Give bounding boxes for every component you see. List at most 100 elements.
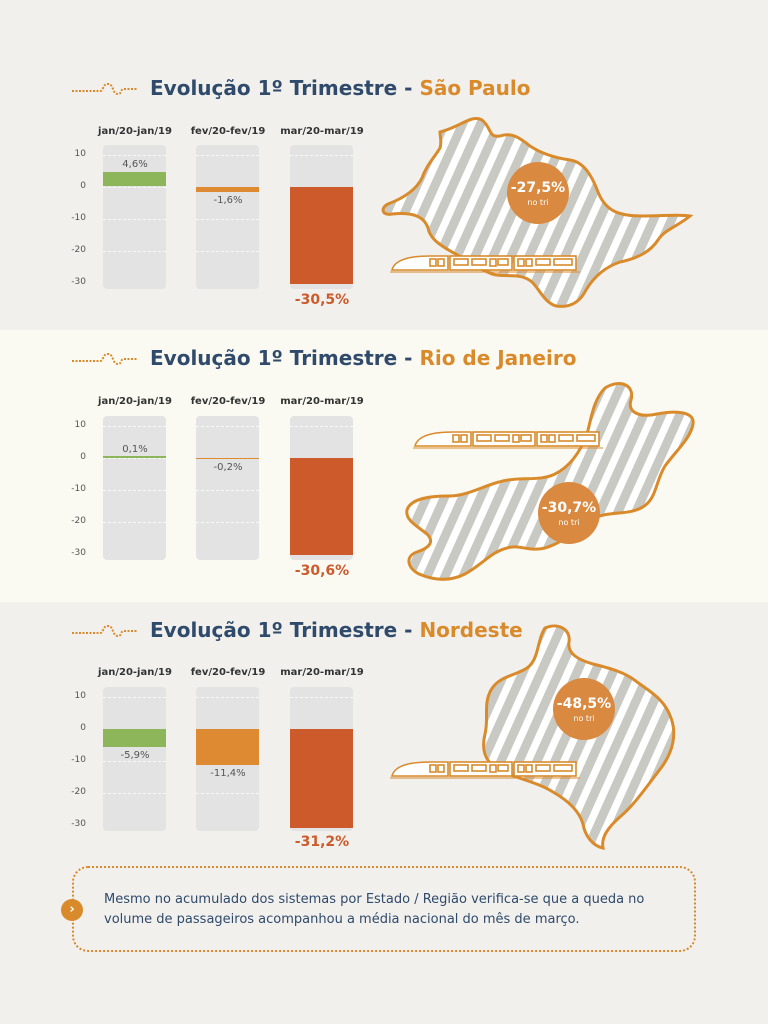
bar-value-label: -30,6% xyxy=(294,563,350,579)
train-icon xyxy=(390,758,580,784)
bar-column-bg xyxy=(196,416,259,560)
category-label: fev/20-fev/19 xyxy=(190,667,266,678)
data-bar xyxy=(103,456,166,458)
gridline xyxy=(196,696,259,698)
gridline xyxy=(196,250,259,252)
bar-value-label: -5,9% xyxy=(120,750,150,762)
route-squiggle-icon xyxy=(72,81,138,96)
data-bar xyxy=(103,728,166,748)
y-tick-label: -30 xyxy=(71,276,86,287)
y-tick-label: -30 xyxy=(71,547,86,558)
section-title-region: Rio de Janeiro xyxy=(419,346,577,370)
y-tick-label: -30 xyxy=(71,818,86,829)
bar-value-label: -0,2% xyxy=(213,462,243,473)
section-title-region: Nordeste xyxy=(419,618,523,642)
bar-value-label: -11,4% xyxy=(210,767,246,779)
gridline xyxy=(196,154,259,156)
gridline xyxy=(103,250,166,252)
category-label: jan/20-jan/19 xyxy=(98,667,172,678)
category-label: fev/20-fev/19 xyxy=(190,126,266,137)
category-label: jan/20-jan/19 xyxy=(98,396,172,407)
quarter-total-caption: no tri xyxy=(527,198,549,207)
y-tick-label: -20 xyxy=(71,786,86,797)
data-bar xyxy=(103,171,166,187)
section-title: Evolução 1º Trimestre - Rio de Janeiro xyxy=(150,346,576,370)
bar-column-bg xyxy=(196,687,259,831)
data-bar xyxy=(196,728,259,765)
y-tick-label: -20 xyxy=(71,244,86,255)
bar-value-label: -30,5% xyxy=(294,292,350,308)
bar-value-label: 0,1% xyxy=(122,443,148,455)
gridline xyxy=(103,792,166,794)
section-title: Evolução 1º Trimestre - São Paulo xyxy=(150,76,531,100)
quarter-total-value: -30,7% xyxy=(541,500,597,516)
bar-value-label: 4,6% xyxy=(122,158,148,170)
gridline xyxy=(103,760,166,762)
gridline xyxy=(196,489,259,491)
gridline xyxy=(103,218,166,220)
bar-column-bg xyxy=(196,145,259,289)
bar-column-bg xyxy=(290,145,353,289)
route-squiggle-icon xyxy=(72,351,138,366)
category-label: jan/20-jan/19 xyxy=(98,126,172,137)
category-label: mar/20-mar/19 xyxy=(280,396,364,407)
y-tick-label: 0 xyxy=(80,180,86,191)
data-bar xyxy=(290,728,353,829)
y-tick-label: -10 xyxy=(71,754,86,765)
quarter-total-badge: -30,7% no tri xyxy=(538,482,600,544)
y-tick-label: -10 xyxy=(71,212,86,223)
summary-note: › Mesmo no acumulado dos sistemas por Es… xyxy=(61,866,696,952)
chevron-right-icon: › xyxy=(61,899,83,921)
data-bar xyxy=(290,186,353,285)
gridline xyxy=(103,521,166,523)
section-title-main: Evolução 1º Trimestre - xyxy=(150,76,420,100)
bar-column-bg xyxy=(103,687,166,831)
y-tick-label: 0 xyxy=(80,451,86,462)
data-bar xyxy=(290,457,353,556)
y-tick-label: -20 xyxy=(71,515,86,526)
gridline xyxy=(103,425,166,427)
y-tick-label: 10 xyxy=(74,419,86,430)
gridline xyxy=(196,521,259,523)
summary-note-text: Mesmo no acumulado dos sistemas por Esta… xyxy=(104,892,645,927)
train-icon xyxy=(390,252,580,278)
quarter-total-badge: -27,5% no tri xyxy=(507,162,569,224)
quarter-total-caption: no tri xyxy=(558,518,580,527)
bar-column-bg xyxy=(103,145,166,289)
bar-value-label: -31,2% xyxy=(294,834,350,850)
quarter-total-caption: no tri xyxy=(573,714,595,723)
y-tick-label: 10 xyxy=(74,690,86,701)
gridline xyxy=(103,457,166,459)
y-tick-label: 0 xyxy=(80,722,86,733)
gridline xyxy=(196,218,259,220)
region-map-rj xyxy=(395,378,695,587)
section-title-main: Evolução 1º Trimestre - xyxy=(150,346,420,370)
gridline xyxy=(103,154,166,156)
gridline xyxy=(196,425,259,427)
gridline xyxy=(103,489,166,491)
gridline xyxy=(103,186,166,188)
bar-column-bg xyxy=(290,687,353,831)
section-title: Evolução 1º Trimestre - Nordeste xyxy=(150,618,523,642)
section-title-main: Evolução 1º Trimestre - xyxy=(150,618,420,642)
category-label: mar/20-mar/19 xyxy=(280,126,364,137)
data-bar xyxy=(196,186,259,192)
data-bar xyxy=(196,457,259,459)
bar-column-bg xyxy=(290,416,353,560)
train-icon xyxy=(413,428,603,454)
category-label: mar/20-mar/19 xyxy=(280,667,364,678)
quarter-total-value: -48,5% xyxy=(556,696,612,712)
bar-value-label: -1,6% xyxy=(213,194,243,206)
y-tick-label: 10 xyxy=(74,148,86,159)
gridline xyxy=(290,154,353,156)
gridline xyxy=(290,425,353,427)
y-tick-label: -10 xyxy=(71,483,86,494)
gridline xyxy=(290,696,353,698)
route-squiggle-icon xyxy=(72,623,138,638)
gridline xyxy=(196,792,259,794)
bar-column-bg xyxy=(103,416,166,560)
quarter-total-value: -27,5% xyxy=(510,180,566,196)
gridline xyxy=(103,696,166,698)
category-label: fev/20-fev/19 xyxy=(190,396,266,407)
section-title-region: São Paulo xyxy=(419,76,531,100)
